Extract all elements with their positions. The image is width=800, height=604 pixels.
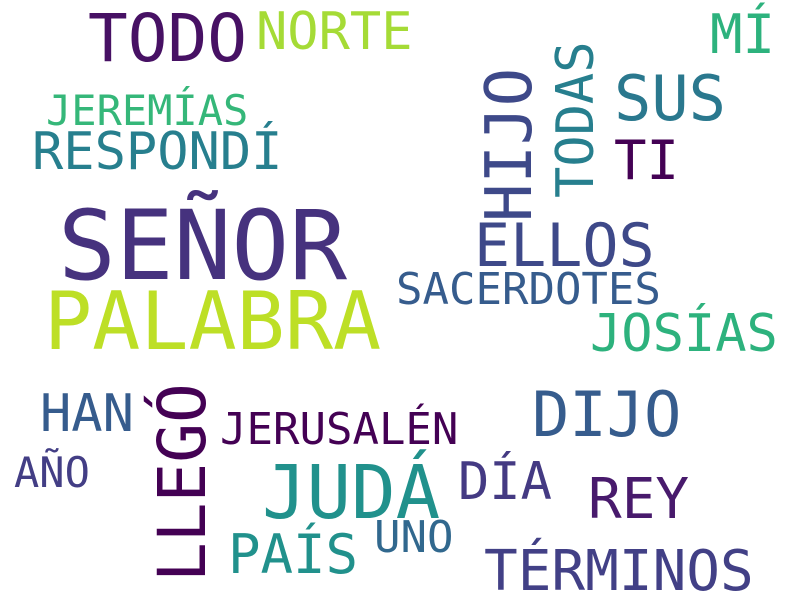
word-uno: UNO	[374, 512, 454, 563]
word-han: HAN	[40, 384, 134, 444]
word-hijo: HIJO	[473, 67, 547, 222]
word-sus: SUS	[614, 62, 726, 135]
word-dia: DÍA	[458, 452, 552, 512]
word-llego: LLEGÓ	[144, 383, 221, 582]
word-pais: PAÍS	[228, 523, 359, 586]
word-jerusalen: JERUSALÉN	[220, 404, 459, 455]
word-palabra: PALABRA	[44, 275, 382, 368]
word-rey: REY	[588, 467, 690, 532]
word-todo: TODO	[88, 0, 247, 77]
word-ano: AÑO	[14, 448, 90, 497]
word-respondi: RESPONDÍ	[32, 122, 283, 182]
word-todas: TODAS	[546, 41, 606, 198]
word-ti: TI	[614, 129, 680, 192]
word-sacerdotes: SACERDOTES	[396, 264, 661, 315]
word-jeremias: JEREMÍAS	[46, 86, 249, 135]
word-terminos: TÉRMINOS	[484, 539, 754, 604]
word-senor: SEÑOR	[58, 190, 347, 302]
word-juda: JUDÁ	[262, 450, 441, 536]
word-norte: NORTE	[256, 2, 413, 62]
word-josias: JOSÍAS	[590, 304, 778, 364]
word-mi: MÍ	[710, 3, 776, 66]
word-ellos: ELLOS	[474, 211, 655, 281]
word-dijo: DIJO	[532, 378, 682, 451]
